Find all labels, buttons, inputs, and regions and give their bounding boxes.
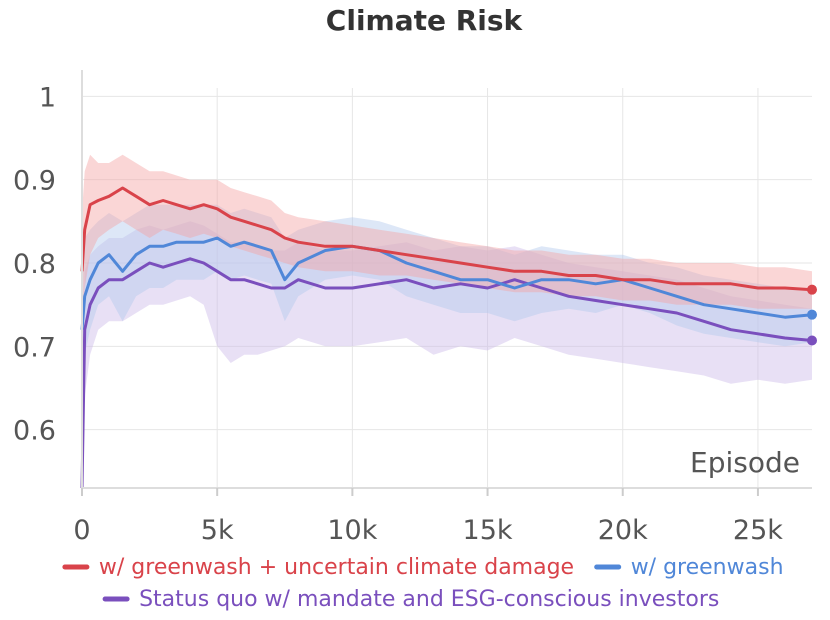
legend: w/ greenwash + uncertain climate damage w…	[62, 555, 784, 612]
band-series-1	[82, 204, 812, 397]
x-tick-label-1: 5k	[201, 515, 234, 546]
x-tick-label-3: 15k	[463, 515, 513, 546]
line-series-1	[80, 236, 813, 330]
x-tick-label-0: 0	[73, 515, 90, 546]
line-series-0	[80, 186, 813, 292]
series-endpoints	[807, 284, 817, 346]
series-lines	[80, 186, 813, 489]
x-tick-label-2: 10k	[327, 515, 377, 546]
band-series-2	[82, 221, 812, 489]
line-series-2	[80, 257, 813, 489]
x-tick-label-5: 25k	[733, 515, 783, 546]
chart-title: Climate Risk	[326, 4, 524, 37]
y-axis-ticks: 0.6 0.7 0.8 0.9 1	[13, 82, 56, 446]
endpoint-series-1	[807, 309, 817, 320]
legend-label-2: Status quo w/ mandate and ESG-conscious …	[139, 587, 719, 612]
endpoint-series-0	[807, 284, 817, 295]
confidence-bands	[82, 154, 812, 489]
y-tick-label-1: 0.7	[13, 332, 56, 363]
x-axis-label: Episode	[690, 446, 800, 479]
y-tick-label-3: 0.9	[13, 166, 56, 197]
endpoint-series-2	[807, 335, 817, 346]
y-tick-label-0: 0.6	[13, 416, 56, 447]
x-axis-ticks: 0 5k 10k 15k 20k 25k	[73, 488, 783, 546]
y-tick-label-4: 1	[39, 82, 56, 113]
axes	[81, 70, 812, 489]
legend-label-1: w/ greenwash	[631, 555, 784, 580]
band-series-0	[82, 154, 812, 330]
legend-label-0: w/ greenwash + uncertain climate damage	[99, 555, 574, 580]
x-tick-label-4: 20k	[598, 515, 648, 546]
y-tick-label-2: 0.8	[13, 249, 56, 280]
